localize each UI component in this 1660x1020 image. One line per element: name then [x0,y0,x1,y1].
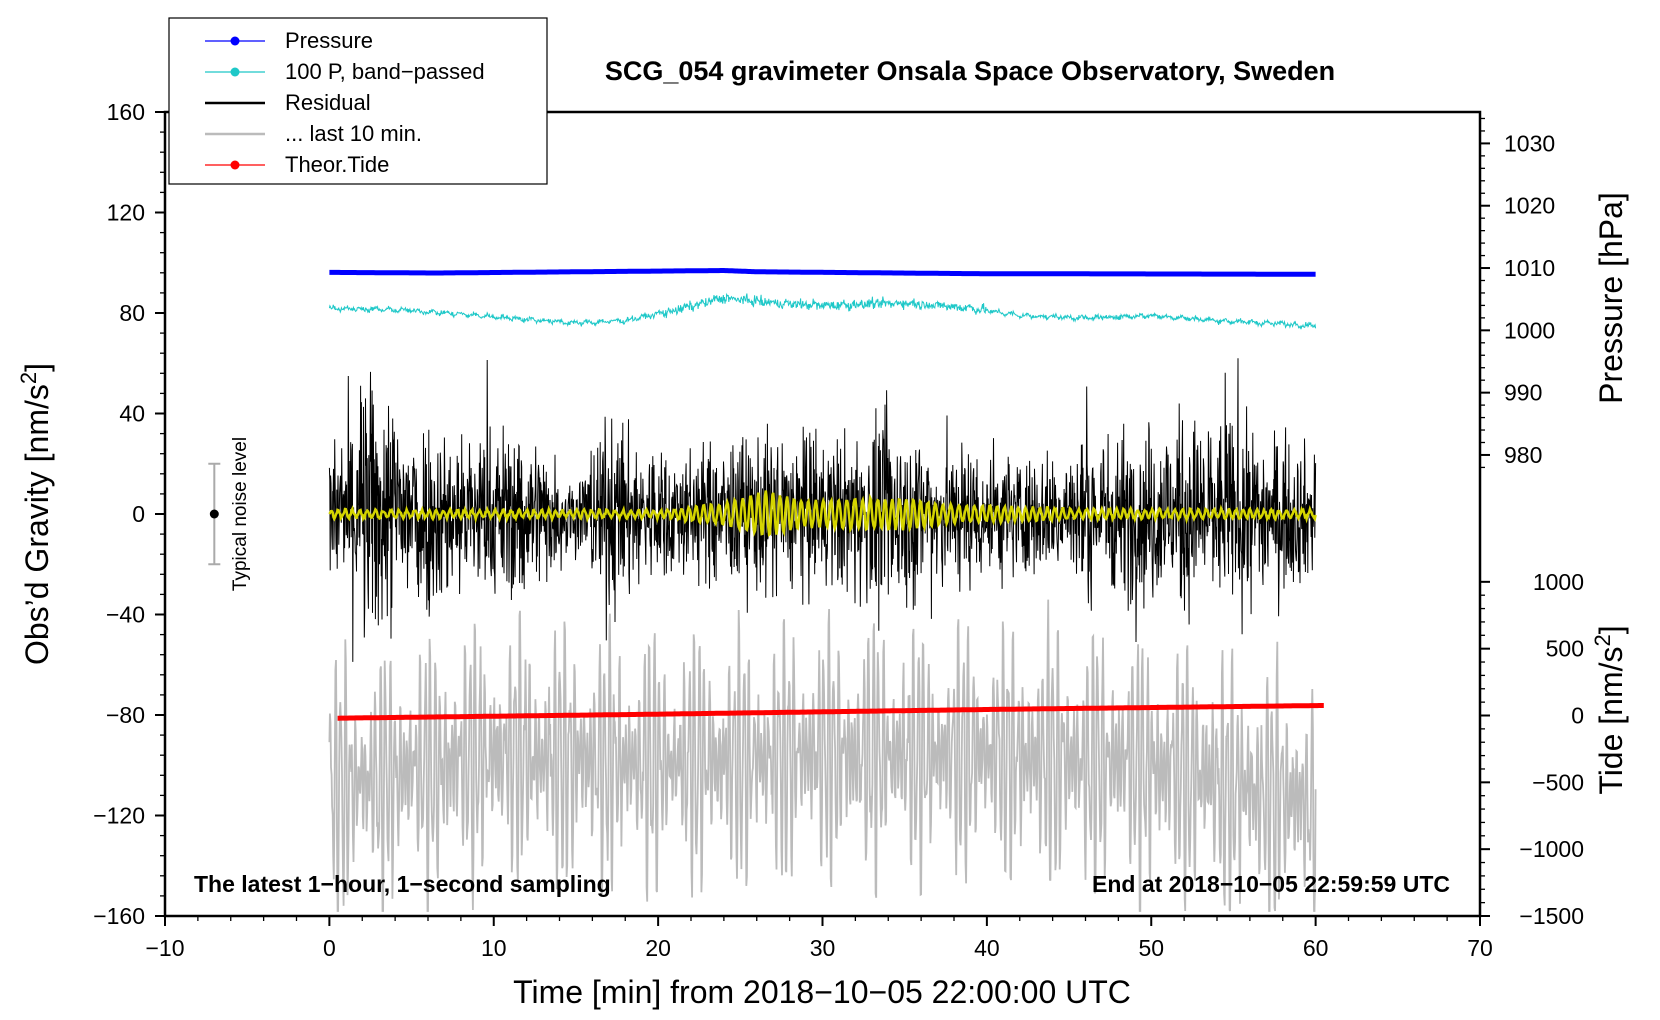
legend: Pressure 100 P, band−passed Residual ... la… [168,17,548,185]
pressure-tick-label: 1010 [1504,255,1555,281]
tide-tick-label: 0 [1571,703,1584,729]
noise-level-label: Typical noise level [230,437,251,591]
y-axis-gravity: −160 −120 −80 −40 0 40 80 120 160 [93,99,165,929]
series-layer [328,268,1324,912]
legend-swatch-marker [230,36,240,46]
y-tick-label: 80 [119,300,145,326]
y-tick-label: 40 [119,401,145,427]
x-tick-label: −10 [145,935,184,961]
x-tick-label: 20 [645,935,671,961]
legend-label: Pressure [285,28,373,53]
noise-bar-center-dot [209,509,219,519]
x-tick-label: 40 [974,935,1000,961]
y-tick-label: −40 [106,602,145,628]
y-tick-label: −160 [93,903,145,929]
y-axis-title-main: Obs’d Gravity [nm/s [19,384,55,665]
note-right: End at 2018−10−05 22:59:59 UTC [1092,871,1450,897]
series-residual-smoothed [328,490,1317,538]
legend-label: Residual [285,90,371,115]
tide-axis-title: Tide [nm/s2] [1590,625,1629,794]
pressure-axis-title: Pressure [hPa] [1593,192,1629,404]
pressure-tick-label: 1020 [1504,193,1555,219]
x-tick-label: 60 [1303,935,1329,961]
tide-tick-label: −500 [1532,769,1584,795]
y-tick-label: −80 [106,702,145,728]
x-axis: −10 0 10 20 30 40 50 60 70 [145,916,1493,961]
tide-axis-title-sup: 2 [1590,634,1615,646]
y-tick-label: 160 [107,99,145,125]
pressure-tick-label: 1000 [1504,317,1555,343]
series-theoretical-tide [337,703,1324,721]
legend-box [168,17,548,185]
y-axis-pressure: 980 990 1000 1010 1020 1030 [1479,117,1555,469]
x-tick-label: 0 [323,935,336,961]
legend-swatch-marker [230,67,240,77]
note-left: The latest 1−hour, 1−second sampling [194,871,611,897]
tide-tick-label: 1000 [1533,569,1584,595]
x-tick-label: 30 [810,935,836,961]
series-pressure [329,268,1316,277]
legend-swatch-marker [230,160,240,170]
chart-title: SCG_054 gravimeter Onsala Space Observat… [605,56,1335,86]
series-pressure-band-passed [328,292,1317,330]
tide-tick-label: 500 [1546,636,1584,662]
x-tick-label: 70 [1467,935,1493,961]
y-axis-title-close: ] [19,363,55,372]
y-axis-title: Obs’d Gravity [nm/s2] [16,363,55,665]
tide-axis-title-main: Tide [nm/s [1593,646,1629,794]
legend-entries: Pressure 100 P, band−passed Residual ... la… [205,28,485,177]
y-tick-label: 120 [107,200,145,226]
tide-axis-title-close: ] [1593,625,1629,634]
y-tick-label: 0 [132,501,145,527]
legend-label: ... last 10 min. [285,121,422,146]
tide-tick-label: −1500 [1519,903,1584,929]
x-tick-label: 10 [481,935,507,961]
pressure-tick-label: 1030 [1504,130,1555,156]
pressure-tick-label: 980 [1504,442,1542,468]
x-axis-title: Time [min] from 2018−10−05 22:00:00 UTC [513,974,1131,1010]
noise-level-indicator [208,462,221,566]
y-axis-title-sup: 2 [16,372,41,384]
pressure-tick-label: 990 [1504,380,1542,406]
x-tick-label: 50 [1138,935,1164,961]
legend-label: 100 P, band−passed [285,59,485,84]
tide-tick-label: −1000 [1519,836,1584,862]
legend-label: Theor.Tide [285,152,389,177]
y-axis-tide: −1500 −1000 −500 0 500 1000 [1480,569,1584,929]
y-tick-label: −120 [93,803,145,829]
